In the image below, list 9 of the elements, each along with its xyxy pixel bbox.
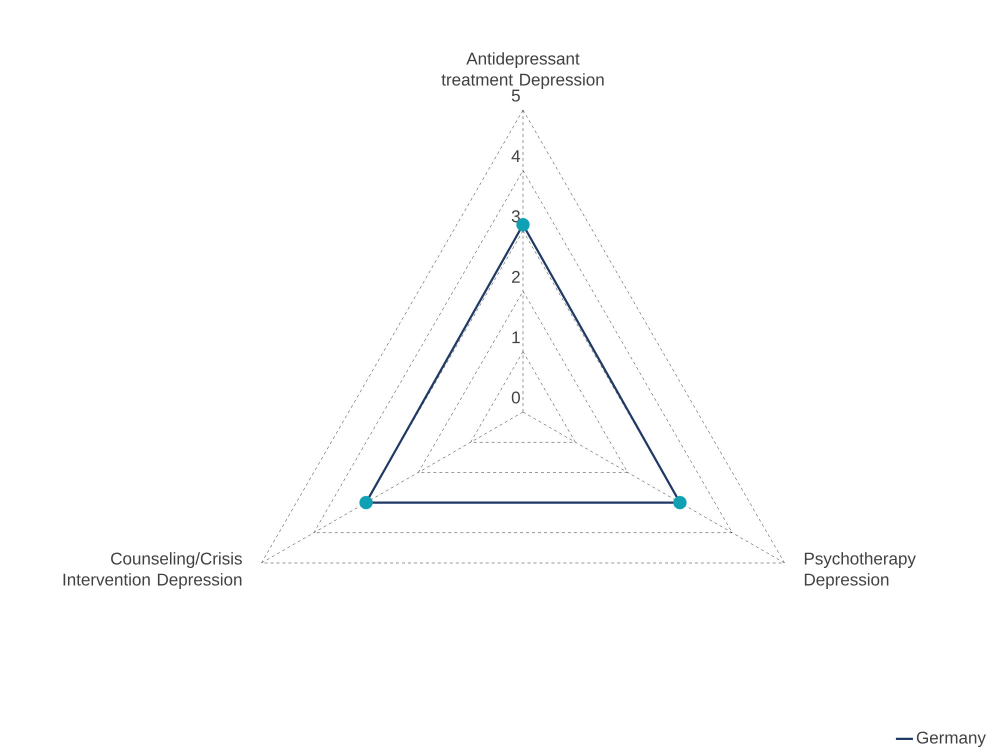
spoke-label: Psychotherapy Depression — [804, 552, 916, 589]
y-tick-label: 4 — [512, 150, 520, 162]
y-tick-label: 2 — [512, 270, 520, 283]
legend-label: Germany — [916, 732, 986, 748]
y-tick-label: 0 — [512, 392, 520, 404]
y-tick-label: 1 — [512, 331, 520, 344]
spoke-label: Counseling/Crisis Intervention Depression — [64, 552, 242, 589]
spoke-label: Antidepressant treatment Depression — [442, 52, 604, 90]
y-tick-label: 5 — [512, 90, 520, 102]
